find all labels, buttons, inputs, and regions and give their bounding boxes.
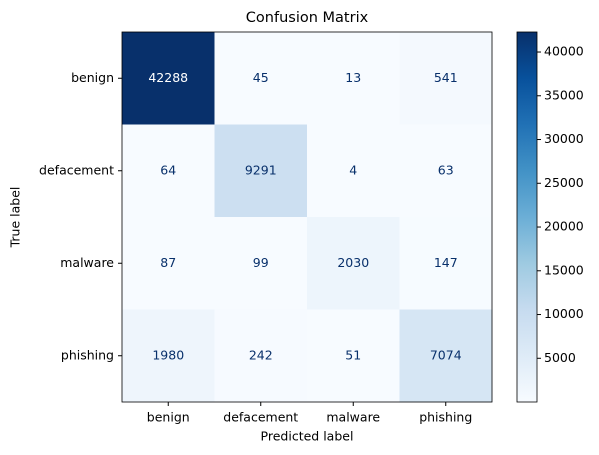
cell-label: 9291 <box>245 162 277 177</box>
y-tick-label: benign <box>71 70 114 85</box>
cell-label: 1980 <box>152 347 184 362</box>
heatmap-cell <box>307 309 400 403</box>
heatmap-cell <box>122 124 215 218</box>
cell-label: 7074 <box>430 347 462 362</box>
chart-title: Confusion Matrix <box>246 10 369 26</box>
y-tick-label: phishing <box>61 347 114 362</box>
colorbar-tick-label: 20000 <box>544 219 584 234</box>
x-tick-label: malware <box>326 410 380 425</box>
cell-label: 541 <box>434 70 458 85</box>
heatmap-cell <box>214 124 308 218</box>
cell-label: 242 <box>249 347 273 362</box>
colorbar-tick-label: 40000 <box>544 44 584 59</box>
heatmap-cell <box>214 217 308 310</box>
colorbar <box>516 31 538 403</box>
cell-label: 64 <box>160 162 176 177</box>
heatmap-cell <box>399 124 493 218</box>
y-tick-label: defacement <box>39 162 114 177</box>
heatmap-cell <box>307 124 400 218</box>
x-tick-label: benign <box>147 410 190 425</box>
cell-label: 51 <box>345 347 361 362</box>
heatmap-cell <box>122 32 215 125</box>
cell-label: 2030 <box>337 255 369 270</box>
plot-frame <box>121 31 493 403</box>
heatmap-cell <box>122 309 215 403</box>
x-tick-label: defacement <box>223 410 298 425</box>
cell-label: 45 <box>253 70 269 85</box>
colorbar-tick-label: 30000 <box>544 131 584 146</box>
colorbar-tick-label: 35000 <box>544 87 584 102</box>
heatmap-cell <box>399 32 493 125</box>
heatmap-cell <box>399 217 493 310</box>
cell-label: 63 <box>438 162 454 177</box>
colorbar-tick-label: 15000 <box>544 262 584 277</box>
cell-label: 42288 <box>148 70 188 85</box>
cell-label: 13 <box>345 70 361 85</box>
colorbar-tick-label: 25000 <box>544 175 584 190</box>
cell-label: 87 <box>160 255 176 270</box>
heatmap-cell <box>122 217 215 310</box>
colorbar-tick-label: 10000 <box>544 306 584 321</box>
cell-label: 147 <box>434 255 458 270</box>
y-tick-label: malware <box>60 255 114 270</box>
heatmap-cell <box>214 32 308 125</box>
colorbar-tick-label: 5000 <box>544 350 576 365</box>
x-tick-label: phishing <box>419 410 472 425</box>
cell-label: 99 <box>253 255 269 270</box>
x-axis-label: Predicted label <box>261 429 354 444</box>
heatmap-cell <box>214 309 308 403</box>
heatmap-cell <box>307 32 400 125</box>
y-axis-label: True label <box>8 187 23 249</box>
cell-label: 4 <box>349 162 357 177</box>
heatmap-cell <box>399 309 493 403</box>
heatmap-cell <box>307 217 400 310</box>
